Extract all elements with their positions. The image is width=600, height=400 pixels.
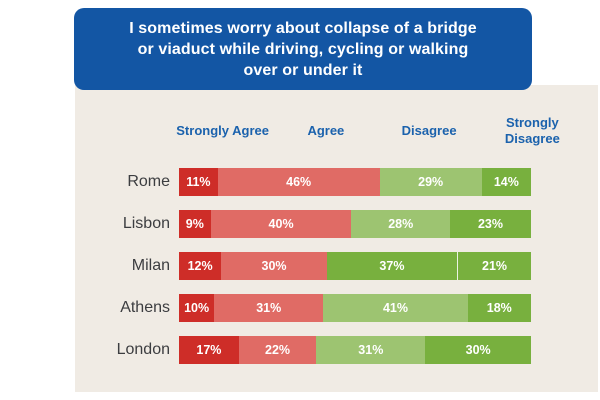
segment-value-label: 10%	[184, 301, 210, 315]
chart-row: Rome 11% 46% 29% 14%	[75, 168, 598, 196]
bar-segment: 30%	[221, 252, 327, 280]
bar-segment: 17%	[179, 336, 239, 364]
stacked-bar: 12% 30% 37% 21%	[179, 252, 531, 280]
question-title-box: I sometimes worry about collapse of a br…	[74, 8, 532, 90]
stacked-bar: 11% 46% 29% 14%	[179, 168, 531, 196]
bar-segment: 28%	[351, 210, 451, 238]
bar-segment: 30%	[425, 336, 531, 364]
segment-value-label: 37%	[379, 259, 405, 273]
segment-value-label: 31%	[256, 301, 282, 315]
column-header: Disagree	[401, 123, 457, 138]
stacked-bar: 17% 22% 31% 30%	[179, 336, 531, 364]
segment-value-label: 12%	[187, 259, 213, 273]
stacked-bar: 9% 40% 28% 23%	[179, 210, 531, 238]
bar-segment: 31%	[316, 336, 426, 364]
city-label: Lisbon	[122, 215, 170, 232]
segment-value-label: 21%	[482, 259, 508, 273]
chart-rows: Rome 11% 46% 29% 14% Lisbon 9% 40% 28% 23% Milan 12…	[75, 168, 598, 364]
question-title-line: I sometimes worry about collapse of a br…	[129, 19, 477, 37]
bar-segment: 12%	[179, 252, 222, 280]
segment-value-label: 9%	[185, 217, 204, 231]
column-header: Strongly Agree	[176, 123, 269, 138]
bar-segment: 40%	[210, 210, 352, 238]
segment-value-label: 18%	[486, 301, 512, 315]
bar-segment: 31%	[214, 294, 324, 322]
bar-segment: 23%	[450, 210, 531, 238]
bar-segment: 41%	[323, 294, 468, 322]
segment-value-label: 23%	[477, 217, 503, 231]
segment-value-label: 30%	[465, 343, 491, 357]
segment-value-label: 41%	[382, 301, 408, 315]
chart-row: London 17% 22% 31% 30%	[75, 336, 598, 364]
city-label: Milan	[131, 257, 170, 274]
column-header: Strongly Disagree	[504, 115, 560, 146]
segment-value-label: 22%	[265, 343, 291, 357]
chart-row: Athens 10% 31% 41% 18%	[75, 294, 598, 322]
chart-row: Milan 12% 30% 37% 21%	[75, 252, 598, 280]
bar-segment: 29%	[379, 168, 482, 196]
column-header: Agree	[307, 123, 345, 138]
bar-segment: 14%	[481, 168, 531, 196]
bar-segment: 9%	[179, 210, 211, 238]
question-title-line: or viaduct while driving, cycling or wal…	[137, 40, 469, 58]
bar-segment: 18%	[467, 294, 531, 322]
bar-segment: 11%	[179, 168, 218, 196]
segment-value-label: 30%	[261, 259, 287, 273]
bar-segment: 10%	[179, 294, 215, 322]
city-label: London	[116, 341, 170, 358]
segment-value-label: 17%	[196, 343, 222, 357]
segment-value-label: 14%	[493, 175, 519, 189]
bar-segment: 37%	[326, 252, 458, 280]
segment-value-label: 28%	[388, 217, 414, 231]
segment-value-label: 40%	[268, 217, 294, 231]
bar-segment: 22%	[238, 336, 317, 364]
question-title-line: over or under it	[243, 61, 363, 79]
city-label: Athens	[120, 299, 170, 316]
segment-value-label: 31%	[358, 343, 384, 357]
bar-segment: 21%	[457, 252, 531, 280]
column-headers: Strongly Agree Agree Disagree Strongly Disa…	[171, 113, 584, 149]
chart-panel: Strongly Agree Agree Disagree Strongly Disa…	[75, 85, 598, 392]
segment-value-label: 29%	[418, 175, 444, 189]
chart-row: Lisbon 9% 40% 28% 23%	[75, 210, 598, 238]
stacked-bar: 10% 31% 41% 18%	[179, 294, 531, 322]
segment-value-label: 46%	[286, 175, 312, 189]
segment-value-label: 11%	[186, 175, 211, 189]
bar-segment: 46%	[217, 168, 380, 196]
city-label: Rome	[127, 173, 170, 190]
